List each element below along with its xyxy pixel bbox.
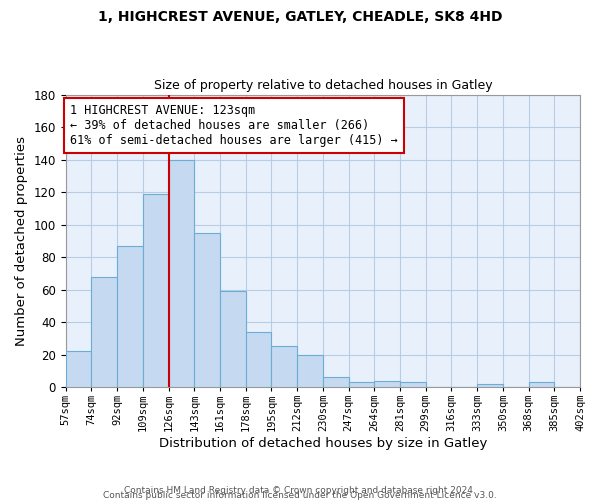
Bar: [297, 354, 323, 387]
Bar: [143, 194, 169, 387]
Text: 1, HIGHCREST AVENUE, GATLEY, CHEADLE, SK8 4HD: 1, HIGHCREST AVENUE, GATLEY, CHEADLE, SK…: [98, 10, 502, 24]
Y-axis label: Number of detached properties: Number of detached properties: [15, 136, 28, 346]
Bar: [400, 382, 425, 387]
Bar: [169, 160, 194, 387]
Bar: [323, 378, 349, 387]
Bar: [91, 276, 117, 387]
Bar: [65, 352, 91, 387]
Bar: [271, 346, 297, 387]
Bar: [117, 246, 143, 387]
X-axis label: Distribution of detached houses by size in Gatley: Distribution of detached houses by size …: [158, 437, 487, 450]
Text: 1 HIGHCREST AVENUE: 123sqm
← 39% of detached houses are smaller (266)
61% of sem: 1 HIGHCREST AVENUE: 123sqm ← 39% of deta…: [70, 104, 398, 148]
Text: Contains HM Land Registry data © Crown copyright and database right 2024.: Contains HM Land Registry data © Crown c…: [124, 486, 476, 495]
Bar: [220, 291, 245, 387]
Bar: [374, 380, 400, 387]
Text: Contains public sector information licensed under the Open Government Licence v3: Contains public sector information licen…: [103, 490, 497, 500]
Bar: [194, 232, 220, 387]
Bar: [529, 382, 554, 387]
Bar: [477, 384, 503, 387]
Bar: [245, 332, 271, 387]
Bar: [349, 382, 374, 387]
Title: Size of property relative to detached houses in Gatley: Size of property relative to detached ho…: [154, 79, 492, 92]
